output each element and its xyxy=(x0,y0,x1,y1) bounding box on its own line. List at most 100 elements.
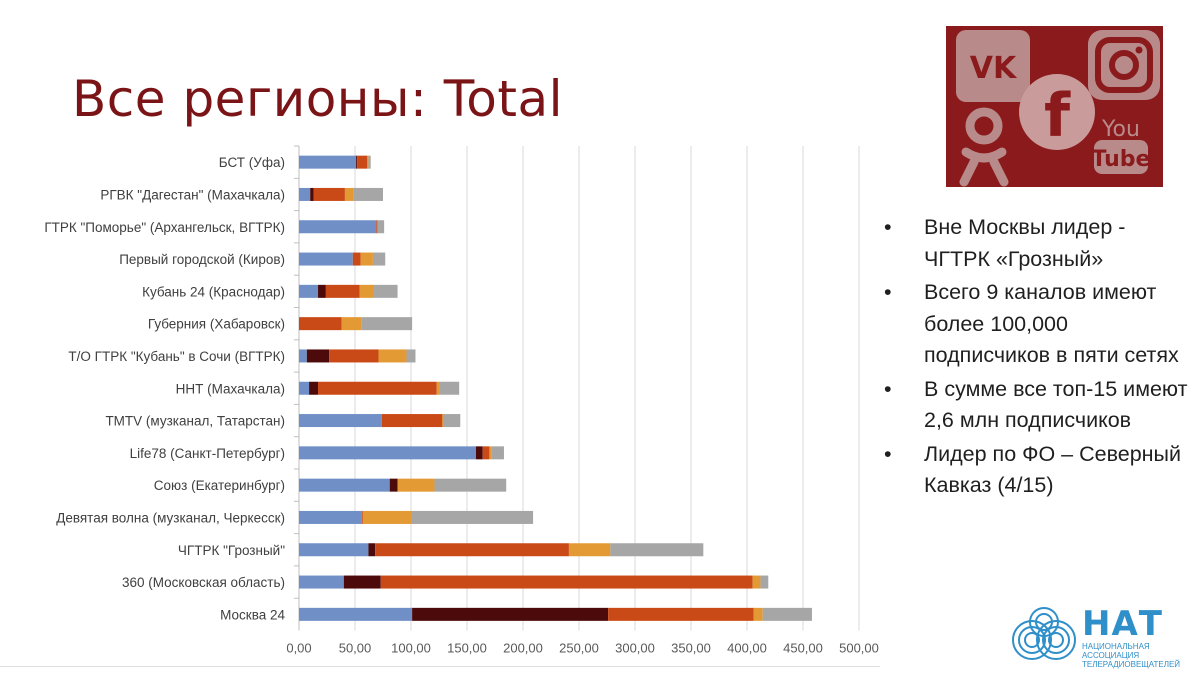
bar-segment xyxy=(568,543,611,557)
youtube-icon-text-tube: Tube xyxy=(1092,147,1151,172)
slide-title: Все регионы: Total xyxy=(72,70,563,128)
category-label: ЧГТРК "Грозный" xyxy=(178,543,285,558)
bar-segment xyxy=(389,478,398,492)
x-tick-label: 100,00 xyxy=(391,641,431,656)
bar-segment xyxy=(357,155,368,169)
bar-segment xyxy=(361,317,413,331)
x-tick-label: 200,00 xyxy=(503,641,543,656)
category-label: Т/О ГТРК "Кубань" в Сочи (ВГТРК) xyxy=(68,349,285,364)
bar-segment xyxy=(299,543,369,557)
bar-segment xyxy=(299,446,476,460)
bar-segment xyxy=(299,510,362,524)
x-tick-label: 50,00 xyxy=(339,641,372,656)
bar-segment xyxy=(439,381,460,395)
nat-logo-emblem-icon xyxy=(1012,607,1076,660)
bar-segment xyxy=(377,220,385,234)
bar-segment xyxy=(299,220,377,234)
category-label: 360 (Московская область) xyxy=(122,575,285,590)
category-label: ННТ (Махачкала) xyxy=(176,381,285,396)
x-tick-label: 350,00 xyxy=(671,641,711,656)
bar-segment xyxy=(329,349,379,363)
bar-segment xyxy=(318,284,326,298)
bar-segment xyxy=(343,575,381,589)
bar-segment xyxy=(752,575,761,589)
bar-segment xyxy=(610,543,704,557)
bar-segment xyxy=(299,155,357,169)
x-tick-label: 150,00 xyxy=(447,641,487,656)
bar-segment xyxy=(299,414,382,428)
bar-segment xyxy=(376,220,378,234)
bar-segment xyxy=(299,478,390,492)
bar-segment xyxy=(341,317,362,331)
bar-segment xyxy=(352,252,361,266)
bullet-item: Всего 9 каналов имеют более 100,000 подп… xyxy=(884,277,1194,372)
bar-segment xyxy=(310,187,314,201)
bar-segment xyxy=(475,446,483,460)
bar-segment xyxy=(367,155,369,169)
bar-segment xyxy=(753,607,763,621)
bar-segment xyxy=(344,187,354,201)
facebook-icon-text: f xyxy=(1044,81,1071,151)
bar-segment xyxy=(356,155,358,169)
bar-segment xyxy=(374,284,398,298)
bar-segment xyxy=(412,607,609,621)
bar-segment xyxy=(608,607,754,621)
bar-segment xyxy=(482,446,490,460)
bar-segment xyxy=(306,349,330,363)
bar-segment xyxy=(436,381,439,395)
bar-segment xyxy=(378,349,407,363)
x-tick-label: 400,00 xyxy=(727,641,767,656)
summary-bullet-list: Вне Москвы лидер - ЧГТРК «Грозный» Всего… xyxy=(884,212,1194,504)
category-label: Москва 24 xyxy=(220,607,285,622)
category-label: Life78 (Санкт-Петербург) xyxy=(130,446,285,461)
bar-segment xyxy=(361,510,363,524)
bar-segment xyxy=(299,575,344,589)
vk-icon: VK xyxy=(956,30,1030,102)
bullet-item: Лидер по ФО – Северный Кавказ (4/15) xyxy=(884,439,1194,502)
youtube-icon-text-you: You xyxy=(1101,117,1140,142)
bar-segment xyxy=(434,478,507,492)
youtube-icon: You Tube xyxy=(1092,117,1151,174)
category-label: TMTV (музканал, Татарстан) xyxy=(105,414,285,429)
bar-segment xyxy=(299,317,342,331)
category-label: РГВК "Дагестан" (Махачкала) xyxy=(100,187,285,202)
category-label: Кубань 24 (Краснодар) xyxy=(142,284,285,299)
category-label: Девятая волна (музканал, Черкесск) xyxy=(56,510,285,525)
bar-segment xyxy=(762,607,812,621)
bullet-item: В сумме все топ-15 имеют 2,6 млн подписч… xyxy=(884,374,1194,437)
bar-segment xyxy=(372,252,386,266)
bar-segment xyxy=(760,575,769,589)
bar-segment xyxy=(309,381,319,395)
vk-icon-text: VK xyxy=(970,51,1018,86)
bar-segment xyxy=(381,414,443,428)
bar-segment xyxy=(299,252,353,266)
nat-logo-subtitle: НАЦИОНАЛЬНАЯ АССОЦИАЦИЯ ТЕЛЕРАДИОВЕЩАТЕЛ… xyxy=(1082,642,1181,669)
category-label: Первый городской (Киров) xyxy=(119,252,285,267)
bar-segment xyxy=(368,543,376,557)
x-tick-label: 500,00 xyxy=(839,641,879,656)
bar-segment xyxy=(299,284,319,298)
x-tick-label: 450,00 xyxy=(783,641,823,656)
bar-segment xyxy=(325,284,360,298)
category-label: Губерния (Хабаровск) xyxy=(148,317,285,332)
instagram-icon xyxy=(1088,30,1160,100)
facebook-icon: f xyxy=(1019,74,1095,151)
social-networks-banner: VK f You Tube xyxy=(946,26,1163,187)
bar-segment xyxy=(411,510,534,524)
bar-segment xyxy=(489,446,492,460)
x-tick-label: 250,00 xyxy=(559,641,599,656)
bar-segment xyxy=(362,510,411,524)
x-tick-label: 300,00 xyxy=(615,641,655,656)
category-label: ГТРК "Поморье" (Архангельск, ВГТРК) xyxy=(44,220,285,235)
bar-segment xyxy=(353,187,383,201)
bar-segment xyxy=(442,414,444,428)
bar-segment xyxy=(443,414,461,428)
stacked-bar-chart: 0,00 50,00 100,00 150,00 200,00 250,00 300,00 3… xyxy=(0,145,880,667)
category-label: Союз (Екатеринбург) xyxy=(154,478,285,493)
bar-segment xyxy=(375,543,569,557)
bar-segment xyxy=(313,187,345,201)
bar-segment xyxy=(299,607,413,621)
bar-segment xyxy=(359,284,375,298)
bar-segment xyxy=(299,187,311,201)
odnoklassniki-icon xyxy=(959,107,1009,187)
